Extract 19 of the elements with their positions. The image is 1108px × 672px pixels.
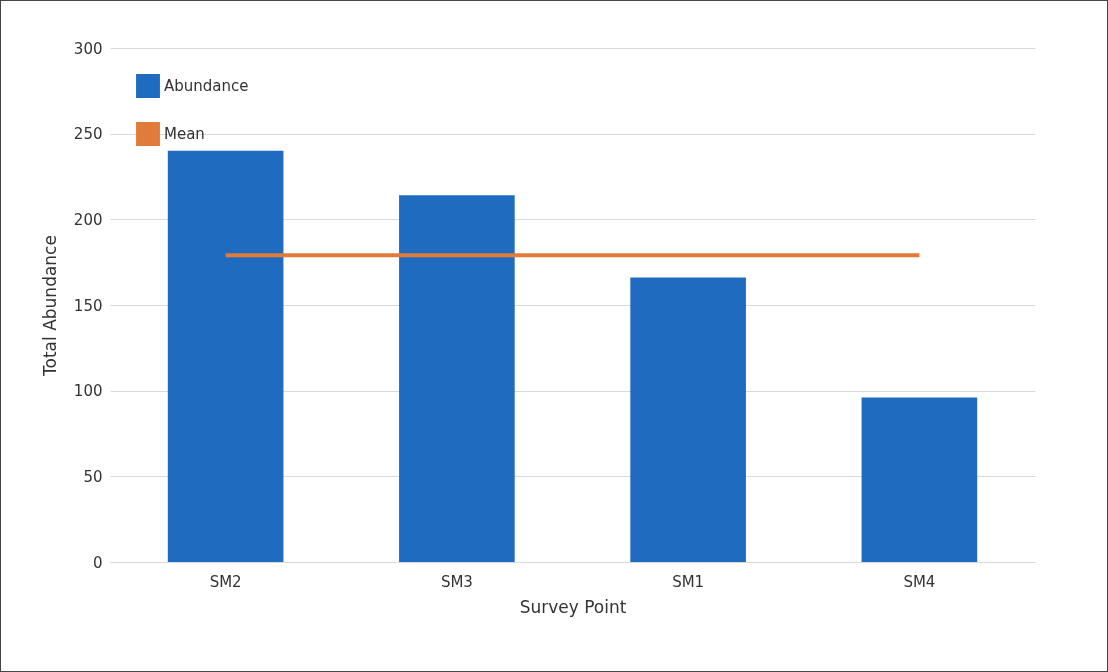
y-tick-label: 250 [73,125,103,144]
x-tick-label: SM4 [903,572,936,591]
x-tick-label: SM1 [672,572,705,591]
y-axis-title: Total Abundance [39,235,60,377]
x-tick-label: SM3 [440,572,473,591]
y-tick-label: 150 [73,296,103,315]
y-tick-label: 50 [83,467,103,486]
x-axis-title: Survey Point [519,596,627,617]
y-tick-label: 200 [73,210,103,229]
bar [861,397,978,562]
legend-label: Mean [164,125,205,143]
y-tick-label: 100 [73,382,103,401]
y-tick-label: 0 [92,553,103,572]
bar [630,277,746,562]
legend-label: Abundance [164,77,249,95]
y-tick-label: 300 [73,39,103,58]
bar [167,150,284,562]
bar [399,195,515,562]
x-tick-label: SM2 [209,572,242,591]
